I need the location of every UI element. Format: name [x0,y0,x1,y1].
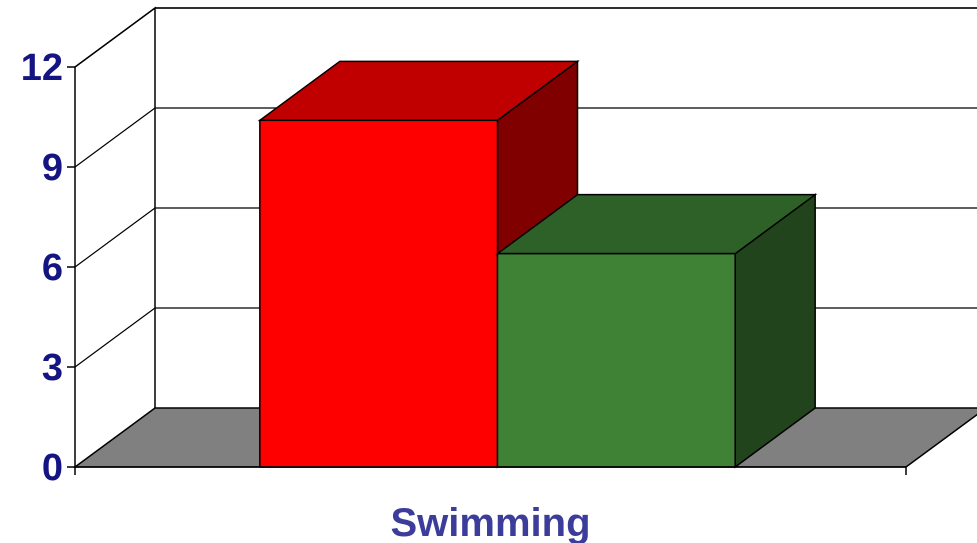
bar-front [496,252,736,468]
x-tick-labels: Swimming [390,501,590,543]
y-tick-labels: 0 3 6 9 12 [21,47,63,489]
gridline-side [74,7,156,68]
y-tick-label: 3 [42,347,63,389]
y-tick-label: 12 [21,47,63,89]
bar [495,193,818,469]
y-tick-label: 9 [42,147,63,189]
gridline-side [74,207,156,268]
bar-front [259,119,499,468]
gridline-side [74,107,156,168]
y-tick-label: 6 [42,247,63,289]
bars [257,59,818,469]
x-tick-label: Swimming [390,501,590,543]
gridline-side [74,307,156,368]
axes [67,66,907,475]
y-tick-label: 0 [42,447,63,489]
